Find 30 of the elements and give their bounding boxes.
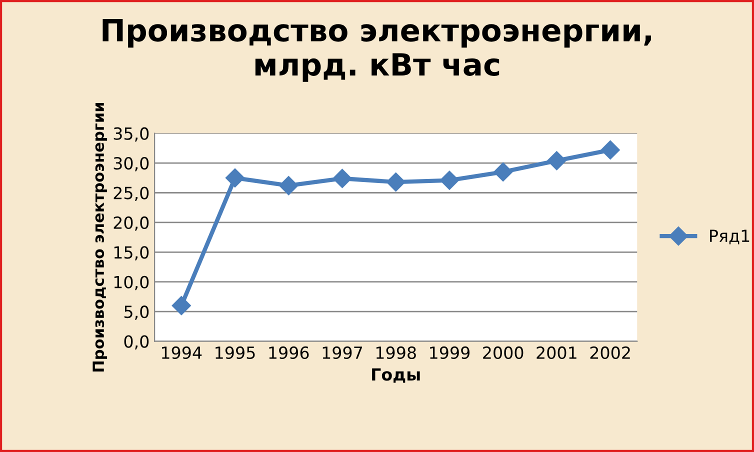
point [494, 162, 513, 182]
x-tick-label: 1997 [322, 346, 362, 360]
x-tick-label: 1996 [269, 346, 309, 360]
y-axis-title: Производство электроэнергии [92, 102, 108, 372]
x-tick-label: 1995 [216, 346, 255, 360]
y-tick-label: 20,0 [114, 216, 149, 231]
point [386, 172, 406, 192]
y-tick-label: 10,0 [114, 276, 149, 290]
y-tick-label: 0,0 [124, 335, 149, 350]
point [332, 168, 352, 188]
x-axis-title: Годы [372, 368, 420, 383]
point [279, 176, 298, 196]
y-tick-label: 25,0 [114, 186, 149, 202]
legend-label: Ряд1 [710, 230, 750, 244]
y-tick-label: 35,0 [114, 127, 149, 142]
x-tick-label: 2001 [536, 346, 576, 360]
chart-title: Производство электроэнергии, млрд. кВт час [102, 19, 651, 82]
y-tick-label: 15,0 [114, 246, 149, 260]
y-tick-label: 5,0 [124, 306, 149, 320]
x-tick-label: 2000 [483, 346, 524, 360]
point [547, 151, 566, 170]
x-tick-label: 1999 [430, 346, 470, 360]
x-tick-label: 1994 [162, 346, 202, 360]
x-tick-label: 1998 [376, 346, 416, 360]
point [172, 296, 191, 316]
x-tick-label: 2002 [590, 346, 630, 360]
point [600, 140, 620, 160]
point [225, 168, 245, 188]
y-tick-label: 30,0 [114, 157, 149, 172]
point [440, 170, 459, 190]
